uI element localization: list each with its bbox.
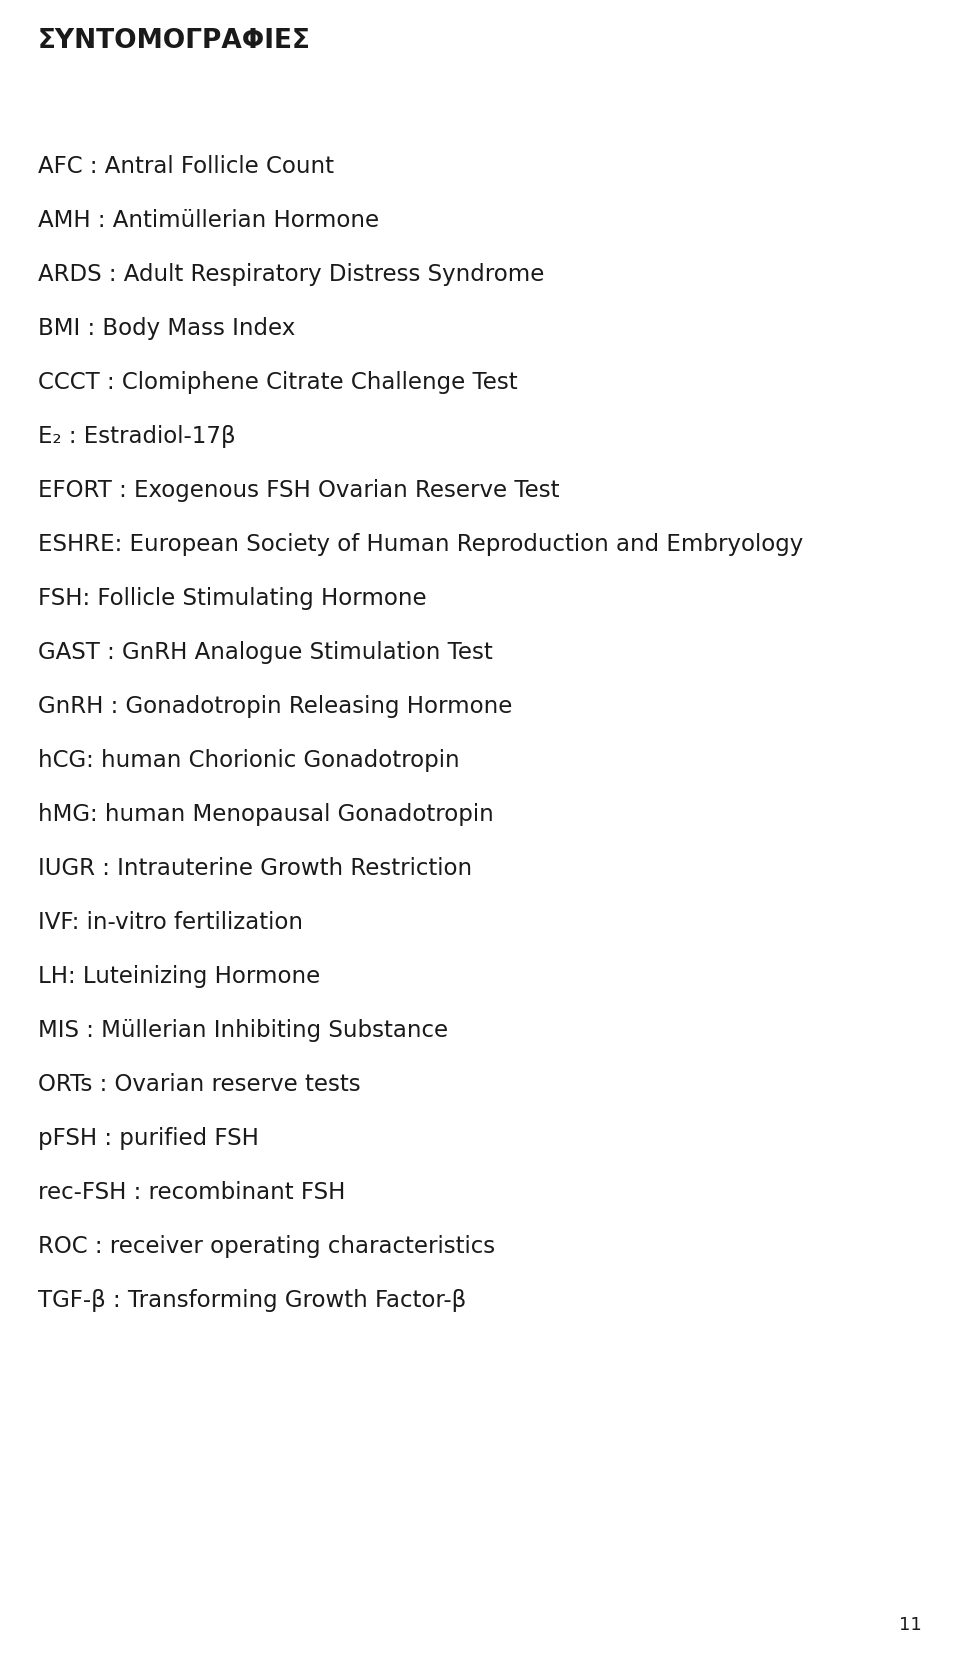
Text: pFSH : purified FSH: pFSH : purified FSH [38, 1127, 259, 1150]
Text: FSH: Follicle Stimulating Hormone: FSH: Follicle Stimulating Hormone [38, 587, 426, 610]
Text: hCG: human Chorionic Gonadotropin: hCG: human Chorionic Gonadotropin [38, 750, 460, 773]
Text: ORTs : Ovarian reserve tests: ORTs : Ovarian reserve tests [38, 1074, 361, 1095]
Text: hMG: human Menopausal Gonadotropin: hMG: human Menopausal Gonadotropin [38, 803, 493, 826]
Text: BMI : Body Mass Index: BMI : Body Mass Index [38, 317, 296, 341]
Text: GAST : GnRH Analogue Stimulation Test: GAST : GnRH Analogue Stimulation Test [38, 642, 492, 665]
Text: AFC : Antral Follicle Count: AFC : Antral Follicle Count [38, 155, 334, 178]
Text: ESHRE: European Society of Human Reproduction and Embryology: ESHRE: European Society of Human Reprodu… [38, 534, 804, 557]
Text: ΣΥΝΤΟΜΟΓΡΑΦΙΕΣ: ΣΥΝΤΟΜΟΓΡΑΦΙΕΣ [38, 28, 311, 53]
Text: AMH : Antimüllerian Hormone: AMH : Antimüllerian Hormone [38, 209, 379, 233]
Text: GnRH : Gonadotropin Releasing Hormone: GnRH : Gonadotropin Releasing Hormone [38, 695, 513, 718]
Text: CCCT : Clomiphene Citrate Challenge Test: CCCT : Clomiphene Citrate Challenge Test [38, 371, 517, 394]
Text: rec-FSH : recombinant FSH: rec-FSH : recombinant FSH [38, 1182, 346, 1203]
Text: IVF: in-vitro fertilization: IVF: in-vitro fertilization [38, 911, 303, 934]
Text: IUGR : Intrauterine Growth Restriction: IUGR : Intrauterine Growth Restriction [38, 858, 472, 879]
Text: E₂ : Estradiol-17β: E₂ : Estradiol-17β [38, 425, 235, 449]
Text: LH: Luteinizing Hormone: LH: Luteinizing Hormone [38, 966, 321, 987]
Text: TGF-β : Transforming Growth Factor-β: TGF-β : Transforming Growth Factor-β [38, 1290, 467, 1311]
Text: EFORT : Exogenous FSH Ovarian Reserve Test: EFORT : Exogenous FSH Ovarian Reserve Te… [38, 479, 560, 502]
Text: ARDS : Adult Respiratory Distress Syndrome: ARDS : Adult Respiratory Distress Syndro… [38, 263, 544, 286]
Text: ROC : receiver operating characteristics: ROC : receiver operating characteristics [38, 1235, 495, 1258]
Text: MIS : Müllerian Inhibiting Substance: MIS : Müllerian Inhibiting Substance [38, 1019, 448, 1042]
Text: 11: 11 [900, 1615, 922, 1634]
